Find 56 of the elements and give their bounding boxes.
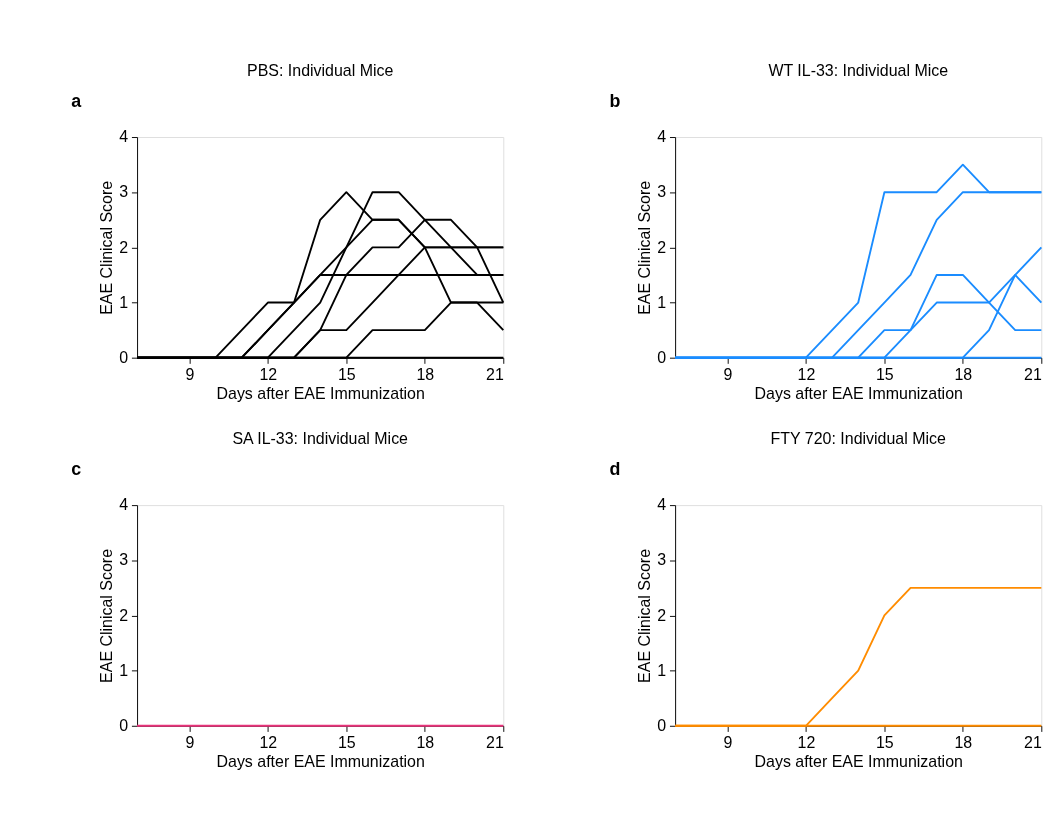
chart-title: SA IL-33: Individual Mice: [232, 430, 409, 448]
y-tick-label: 0: [657, 716, 667, 734]
y-tick-label: 2: [657, 238, 667, 256]
x-tick-label: 21: [1024, 365, 1042, 383]
x-tick-label: 9: [185, 365, 195, 383]
chart-title: WT IL-33: Individual Mice: [768, 62, 949, 80]
text: b: [609, 91, 621, 111]
y-tick-label: 1: [119, 293, 129, 311]
y-tick-label: 3: [657, 183, 667, 201]
y-tick-label: 0: [119, 348, 129, 366]
text: d: [609, 459, 621, 480]
x-tick-label: 15: [875, 733, 894, 751]
text: a: [71, 91, 83, 111]
x-axis-title: Days after EAE Immunization: [216, 384, 425, 402]
y-tick-label: 4: [119, 496, 129, 514]
x-tick-label: 18: [416, 733, 435, 751]
x-tick-label: 12: [797, 733, 816, 751]
y-tick-label: 4: [657, 496, 667, 514]
y-tick-label: 3: [119, 183, 129, 201]
y-axis-title: EAE Clinical Score: [635, 180, 653, 315]
y-tick-label: 2: [119, 238, 129, 256]
y-tick-label: 1: [657, 661, 667, 679]
x-tick-label: 12: [797, 365, 816, 383]
y-tick-label: 2: [119, 606, 129, 624]
y-tick-label: 1: [119, 661, 129, 679]
x-tick-label: 9: [723, 733, 733, 751]
x-tick-label: 21: [486, 733, 504, 751]
x-tick-label: 18: [416, 365, 435, 383]
x-tick-label: 15: [337, 733, 356, 751]
y-tick-label: 4: [119, 128, 129, 146]
y-tick-label: 3: [657, 551, 667, 569]
x-tick-label: 18: [954, 733, 973, 751]
x-tick-label: 12: [259, 733, 278, 751]
y-tick-label: 1: [657, 293, 667, 311]
x-tick-label: 18: [954, 365, 973, 383]
chart-title: FTY 720: Individual Mice: [770, 430, 946, 448]
y-tick-label: 3: [119, 551, 129, 569]
x-tick-label: 15: [337, 365, 356, 383]
x-tick-label: 9: [185, 733, 195, 751]
chart-title: PBS: Individual Mice: [247, 62, 394, 80]
x-axis-title: Days after EAE Immunization: [754, 384, 963, 402]
y-axis-title: EAE Clinical Score: [97, 548, 115, 683]
text: c: [71, 459, 82, 480]
x-tick-label: 15: [875, 365, 894, 383]
y-axis-title: EAE Clinical Score: [635, 548, 653, 683]
x-tick-label: 21: [486, 365, 504, 383]
y-tick-label: 2: [657, 606, 667, 624]
y-tick-label: 0: [657, 348, 667, 366]
y-axis-title: EAE Clinical Score: [97, 180, 115, 315]
y-tick-label: 4: [657, 128, 667, 146]
y-tick-label: 0: [119, 716, 129, 734]
x-tick-label: 21: [1024, 733, 1042, 751]
x-axis-title: Days after EAE Immunization: [216, 752, 425, 770]
x-tick-label: 12: [259, 365, 278, 383]
x-tick-label: 9: [723, 365, 733, 383]
x-axis-title: Days after EAE Immunization: [754, 752, 963, 770]
